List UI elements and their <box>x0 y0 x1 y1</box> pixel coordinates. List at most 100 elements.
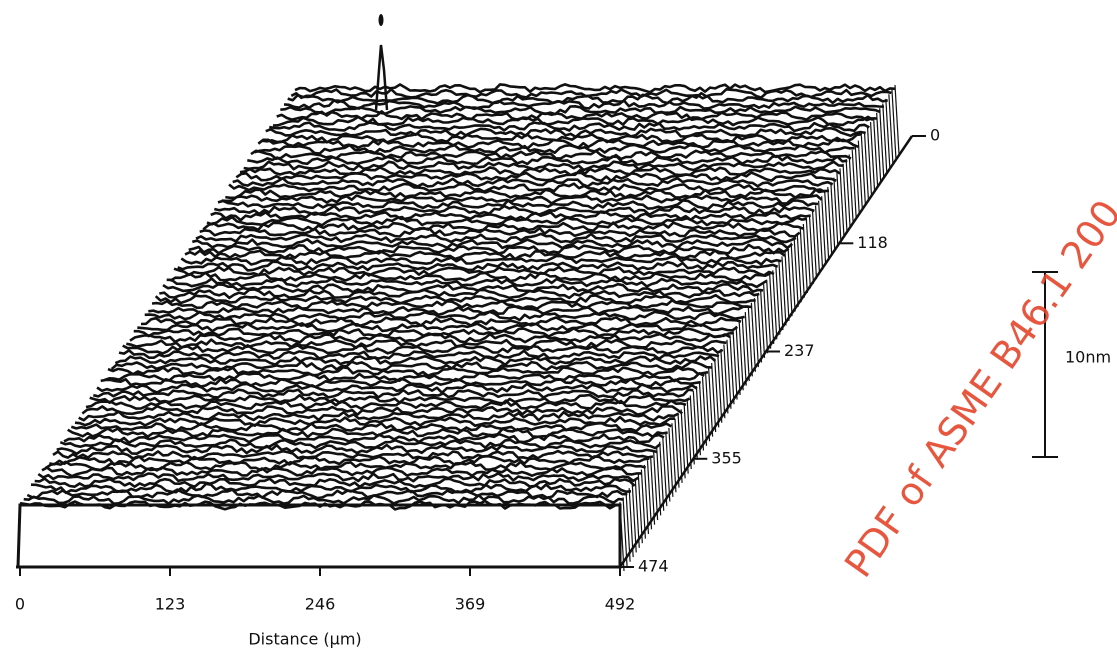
side-hatch <box>784 251 790 321</box>
side-hatch <box>873 117 879 187</box>
surface-trace <box>243 160 844 172</box>
side-hatch <box>726 339 732 409</box>
side-hatch <box>714 358 720 428</box>
side-hatch <box>818 200 824 270</box>
side-hatch <box>674 418 680 488</box>
side-hatch <box>680 409 686 479</box>
side-hatch <box>720 349 726 419</box>
surface-trace <box>70 421 672 433</box>
side-hatch <box>894 84 900 155</box>
y-tick-label: 474 <box>638 557 669 576</box>
side-hatch <box>824 191 830 261</box>
surface-trace <box>140 316 742 328</box>
surface-trace <box>114 355 717 367</box>
side-hatch <box>805 219 811 289</box>
side-hatch <box>833 177 839 247</box>
x-tick-label: 246 <box>305 595 336 614</box>
surface <box>16 14 900 572</box>
x-tick-label: 492 <box>605 595 636 614</box>
surface-trace <box>180 254 782 266</box>
side-hatch <box>860 135 866 206</box>
surface-trace <box>78 410 680 422</box>
surface-trace <box>283 99 885 111</box>
surface-trace <box>148 305 749 317</box>
scale-bar-label: 10nm <box>1065 348 1111 367</box>
side-hatch <box>683 404 689 474</box>
surface-trace <box>202 221 804 233</box>
surface-trace <box>261 132 863 144</box>
side-hatch <box>885 98 891 168</box>
side-hatch <box>796 233 802 303</box>
side-hatch <box>857 140 863 210</box>
side-hatch <box>821 196 827 266</box>
side-hatch <box>759 288 766 358</box>
surface-trace <box>30 482 632 495</box>
surface-trace <box>191 238 794 250</box>
surface-trace <box>37 472 639 483</box>
surface-trace <box>129 332 731 344</box>
side-hatch <box>753 298 760 368</box>
side-hatch <box>891 89 897 159</box>
side-hatch <box>830 182 836 252</box>
side-hatch <box>701 376 708 446</box>
surface-trace <box>257 138 859 150</box>
side-hatch <box>747 307 753 377</box>
surface-trace <box>19 499 621 511</box>
side-hatch <box>698 381 705 451</box>
surface-trace <box>254 143 855 155</box>
surface-trace <box>49 454 650 466</box>
x-tick-label: 369 <box>455 595 486 614</box>
spike <box>374 44 389 111</box>
surface-trace <box>110 360 712 372</box>
surface-trace <box>290 88 892 100</box>
side-hatch <box>741 316 747 386</box>
side-hatch <box>649 455 656 525</box>
surface-trace <box>276 110 877 122</box>
side-hatch <box>695 386 701 456</box>
side-hatch <box>653 450 659 521</box>
surface-trace <box>137 322 739 333</box>
surface-trace <box>235 171 837 183</box>
side-hatch <box>866 126 873 196</box>
surface-trace <box>96 382 698 394</box>
side-hatch <box>863 131 870 201</box>
side-hatch <box>766 279 772 349</box>
surface-trace <box>217 199 819 211</box>
side-hatch <box>802 223 808 294</box>
surface-trace <box>265 127 866 139</box>
side-hatch <box>659 441 665 511</box>
surface-trace <box>173 265 775 277</box>
front-face <box>16 503 622 569</box>
side-hatch <box>811 210 818 280</box>
surface-trace <box>188 243 790 255</box>
side-hatch <box>787 247 793 317</box>
y-tick-label: 118 <box>857 233 888 252</box>
side-hatch <box>848 154 854 224</box>
axes: 0 123 246 369 492 0 118 237 355 474 <box>15 126 940 614</box>
side-hatch <box>876 112 882 182</box>
side-hatch <box>790 242 796 312</box>
surface-trace <box>144 310 745 322</box>
side-hatch <box>769 274 775 345</box>
surface-trace <box>63 432 665 444</box>
side-hatch <box>854 145 860 215</box>
side-hatch <box>704 372 711 442</box>
side-hatch <box>646 460 653 530</box>
surface-trace <box>154 293 756 305</box>
surface-trace <box>166 277 768 289</box>
side-hatch <box>656 446 662 516</box>
side-hatch <box>622 497 628 567</box>
surface-trace <box>228 182 830 194</box>
surface-trace <box>162 282 764 294</box>
side-hatch <box>814 205 821 275</box>
side-hatch <box>637 474 643 544</box>
y-tick-label: 237 <box>784 341 815 360</box>
surface-trace <box>89 393 691 405</box>
side-hatch <box>689 395 695 465</box>
side-hatch <box>879 108 885 178</box>
side-hatch <box>665 432 671 502</box>
side-hatch <box>750 302 756 372</box>
side-hatch <box>668 427 674 497</box>
surface-trace <box>269 121 870 133</box>
surface-trace <box>232 177 834 188</box>
